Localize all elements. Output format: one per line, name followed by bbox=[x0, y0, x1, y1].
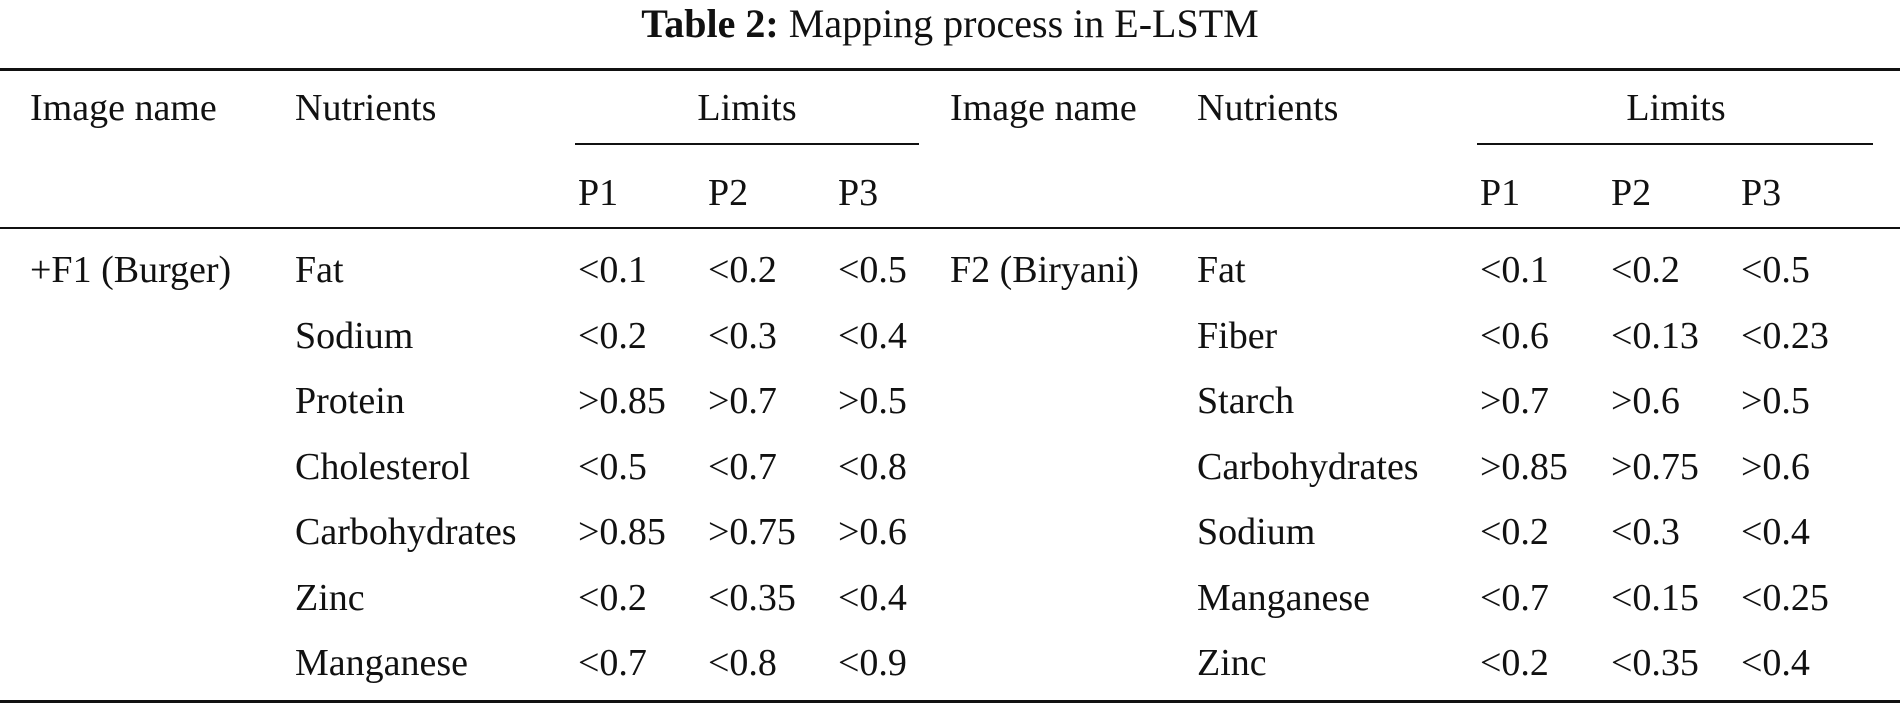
limit-value-cell: <0.15 bbox=[1611, 576, 1699, 619]
header-limits: Limits bbox=[697, 87, 797, 129]
limit-value-cell: >0.85 bbox=[1480, 445, 1568, 488]
nutrient-cell: Zinc bbox=[295, 576, 365, 619]
nutrient-cell: Fat bbox=[295, 249, 344, 291]
header-image-name: Image name bbox=[950, 87, 1137, 129]
nutrient-cell: Fiber bbox=[1197, 314, 1278, 357]
table-top-rule bbox=[0, 68, 1900, 71]
limit-value-cell: <0.4 bbox=[838, 314, 907, 357]
header-limits: Limits bbox=[1626, 87, 1726, 129]
limit-value-cell: <0.2 bbox=[708, 249, 777, 291]
nutrient-cell: Protein bbox=[295, 380, 405, 422]
image-name-cell: F2 (Biryani) bbox=[950, 249, 1139, 291]
table-caption: Table 2: Mapping process in E-LSTM bbox=[0, 0, 1900, 48]
limit-value-cell: <0.4 bbox=[838, 576, 907, 619]
limit-value-cell: <0.8 bbox=[838, 445, 907, 488]
limit-value-cell: <0.7 bbox=[578, 642, 647, 684]
limit-value-cell: <0.23 bbox=[1741, 314, 1829, 357]
limit-value-cell: <0.8 bbox=[708, 642, 777, 684]
table-caption-label: Table 2: bbox=[641, 1, 779, 46]
limit-value-cell: <0.5 bbox=[838, 249, 907, 291]
header-nutrients: Nutrients bbox=[295, 87, 437, 129]
limit-value-cell: <0.5 bbox=[1741, 249, 1810, 291]
header-p3: P3 bbox=[1741, 172, 1782, 214]
header-image-name: Image name bbox=[30, 87, 217, 129]
image-name-cell: +F1 (Burger) bbox=[30, 249, 232, 291]
limit-value-cell: <0.3 bbox=[708, 314, 777, 357]
limit-value-cell: <0.4 bbox=[1741, 511, 1810, 553]
limit-value-cell: <0.35 bbox=[708, 576, 796, 619]
table-caption-text: Mapping process in E-LSTM bbox=[788, 1, 1259, 46]
limit-value-cell: >0.85 bbox=[578, 511, 666, 553]
nutrient-cell: Manganese bbox=[295, 642, 469, 684]
table-bottom-rule bbox=[0, 700, 1900, 703]
limit-value-cell: <0.4 bbox=[1741, 642, 1810, 684]
limit-value-cell: <0.7 bbox=[1480, 576, 1549, 619]
limit-value-cell: <0.2 bbox=[1480, 642, 1549, 684]
limit-value-cell: <0.2 bbox=[1611, 249, 1680, 291]
nutrient-cell: Zinc bbox=[1197, 642, 1267, 684]
limit-value-cell: <0.25 bbox=[1741, 576, 1829, 619]
limit-value-cell: <0.35 bbox=[1611, 642, 1699, 684]
limit-value-cell: >0.75 bbox=[1611, 445, 1699, 488]
nutrient-cell: Fat bbox=[1197, 249, 1246, 291]
limit-value-cell: <0.6 bbox=[1480, 314, 1549, 357]
header-nutrients: Nutrients bbox=[1197, 87, 1339, 129]
limit-value-cell: <0.5 bbox=[578, 445, 647, 488]
limit-value-cell: <0.1 bbox=[578, 249, 647, 291]
limit-value-cell: >0.5 bbox=[838, 380, 907, 422]
header-p3: P3 bbox=[838, 172, 879, 214]
header-p2: P2 bbox=[1611, 172, 1652, 214]
limit-value-cell: >0.6 bbox=[1611, 380, 1680, 422]
limits-underline-left bbox=[575, 143, 919, 145]
limit-value-cell: <0.2 bbox=[1480, 511, 1549, 553]
limit-value-cell: >0.6 bbox=[1741, 445, 1810, 488]
header-p1: P1 bbox=[578, 172, 619, 214]
nutrient-cell: Manganese bbox=[1197, 576, 1371, 619]
nutrient-cell: Sodium bbox=[295, 314, 414, 357]
limit-value-cell: >0.7 bbox=[1480, 380, 1549, 422]
header-p1: P1 bbox=[1480, 172, 1521, 214]
limit-value-cell: <0.3 bbox=[1611, 511, 1680, 553]
limit-value-cell: >0.75 bbox=[708, 511, 796, 553]
limit-value-cell: >0.6 bbox=[838, 511, 907, 553]
limit-value-cell: >0.7 bbox=[708, 380, 777, 422]
nutrient-cell: Carbohydrates bbox=[295, 511, 517, 553]
limit-value-cell: <0.7 bbox=[708, 445, 777, 488]
limit-value-cell: <0.2 bbox=[578, 314, 647, 357]
nutrient-cell: Cholesterol bbox=[295, 445, 471, 488]
header-p2: P2 bbox=[708, 172, 749, 214]
limit-value-cell: <0.2 bbox=[578, 576, 647, 619]
limit-value-cell: <0.13 bbox=[1611, 314, 1699, 357]
table-header-rule bbox=[0, 227, 1900, 229]
nutrient-cell: Sodium bbox=[1197, 511, 1316, 553]
nutrient-cell: Starch bbox=[1197, 380, 1295, 422]
limit-value-cell: >0.5 bbox=[1741, 380, 1810, 422]
limits-underline-right bbox=[1477, 143, 1873, 145]
limit-value-cell: <0.1 bbox=[1480, 249, 1549, 291]
limit-value-cell: >0.85 bbox=[578, 380, 666, 422]
nutrient-cell: Carbohydrates bbox=[1197, 445, 1419, 488]
limit-value-cell: <0.9 bbox=[838, 642, 907, 684]
